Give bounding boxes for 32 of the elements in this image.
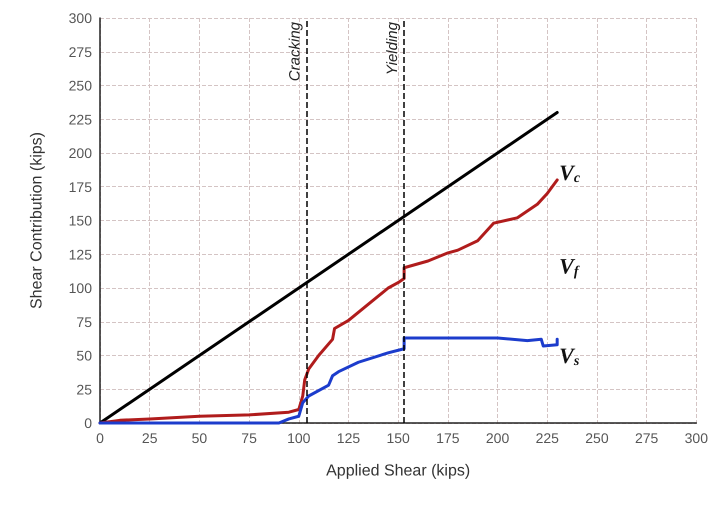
x-tick-label: 200: [486, 430, 510, 446]
y-tick-label: 250: [68, 78, 92, 94]
x-tick-label: 150: [386, 430, 410, 446]
y-tick-label: 150: [68, 212, 92, 228]
x-tick-label: 50: [192, 430, 208, 446]
line-series: [98, 178, 559, 424]
y-tick-label: 125: [68, 246, 92, 262]
x-tick-label: 225: [536, 430, 560, 446]
x-tick-label: 175: [436, 430, 460, 446]
x-tick-label: 250: [585, 430, 609, 446]
x-tick-label: 25: [142, 430, 158, 446]
x-axis-title: Applied Shear (kips): [326, 462, 470, 480]
y-tick-label: 225: [68, 111, 92, 128]
x-tick-label: 275: [634, 430, 659, 446]
y-tick-label: 175: [68, 178, 92, 195]
y-axis-title: Shear Contribution (kips): [28, 132, 46, 309]
y-tick-label: 0: [84, 415, 92, 431]
y-tick-label: 300: [68, 10, 92, 26]
x-tick-label: 75: [241, 430, 258, 446]
x-tick-label: 125: [336, 430, 360, 446]
x-tick-label: 0: [96, 430, 104, 446]
ref-line-label: Cracking: [286, 21, 304, 82]
y-tick-label: 25: [76, 381, 92, 398]
y-tick-label: 100: [68, 280, 92, 296]
y-tick-label: 50: [76, 348, 92, 364]
x-tick-label: 300: [684, 430, 708, 446]
ref-line-label: Yielding: [384, 21, 402, 76]
line-series: [98, 336, 559, 424]
y-tick-label: 75: [76, 314, 92, 330]
y-tick-label: 275: [68, 44, 92, 60]
x-tick-label: 100: [287, 430, 311, 446]
y-tick-label: 200: [68, 145, 92, 161]
